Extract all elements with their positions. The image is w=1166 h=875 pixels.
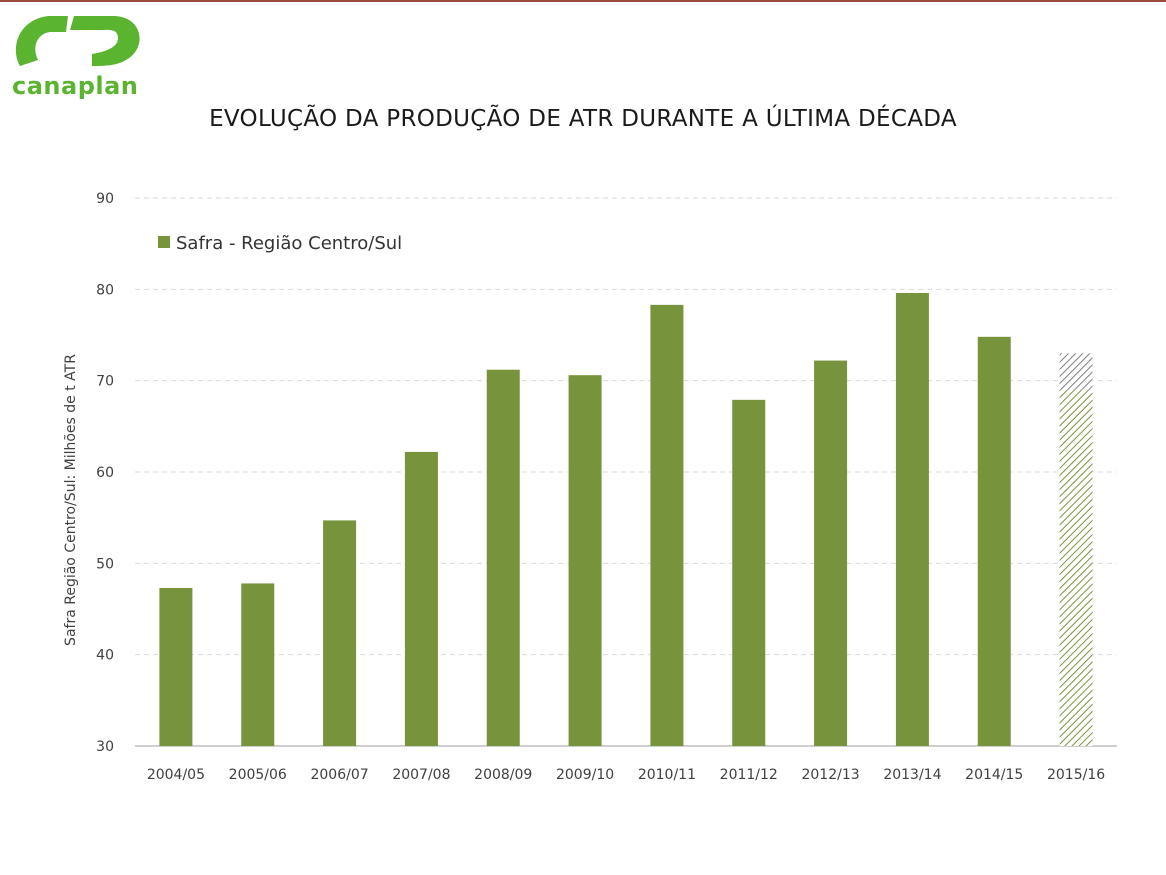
bar-2014/15 [977, 336, 1011, 746]
legend-label: Safra - Região Centro/Sul [176, 233, 402, 254]
bar-2009/10 [568, 375, 602, 746]
x-tick-label-2004/05: 2004/05 [147, 767, 205, 783]
bar-2005/06 [241, 583, 275, 746]
logo-text: canaplan [12, 72, 139, 100]
y-tick-label-60: 60 [96, 465, 114, 481]
bar-2011/12 [732, 399, 766, 746]
bar-2007/08 [404, 451, 438, 746]
bar-2013/14 [895, 292, 929, 746]
x-tick-label-2013/14: 2013/14 [883, 767, 941, 783]
x-tick-label-2014/15: 2014/15 [965, 767, 1023, 783]
x-tick-label-2006/07: 2006/07 [310, 767, 368, 783]
x-tick-label-2012/13: 2012/13 [801, 767, 859, 783]
x-tick-label-2009/10: 2009/10 [556, 767, 614, 783]
bar-2010/11 [650, 304, 684, 746]
top-border-line [0, 0, 1166, 2]
bar-2008/09 [486, 369, 520, 746]
y-tick-label-80: 80 [96, 282, 114, 298]
bar-2004/05 [159, 587, 193, 746]
canaplan-logo-icon [15, 16, 140, 66]
y-tick-label-30: 30 [96, 739, 114, 755]
chart-title: EVOLUÇÃO DA PRODUÇÃO DE ATR DURANTE A ÚL… [209, 106, 957, 132]
x-tick-label-2015/16: 2015/16 [1047, 767, 1105, 783]
bar-2015/16-projection [1059, 353, 1093, 390]
y-tick-label-90: 90 [96, 191, 114, 207]
y-tick-label-40: 40 [96, 648, 114, 664]
x-tick-label-2008/09: 2008/09 [474, 767, 532, 783]
x-tick-label-2007/08: 2007/08 [392, 767, 450, 783]
bar-2012/13 [814, 360, 848, 746]
y-tick-label-70: 70 [96, 374, 114, 390]
y-tick-label-50: 50 [96, 556, 114, 572]
x-tick-label-2010/11: 2010/11 [638, 767, 696, 783]
x-tick-label-2005/06: 2005/06 [229, 767, 287, 783]
y-axis-label: Safra Região Centro/Sul: Milhões de t AT… [63, 354, 79, 646]
bar-2006/07 [323, 520, 357, 746]
legend-swatch [158, 236, 170, 248]
x-tick-label-2011/12: 2011/12 [720, 767, 778, 783]
bar-2015/16-hatched [1059, 389, 1093, 746]
